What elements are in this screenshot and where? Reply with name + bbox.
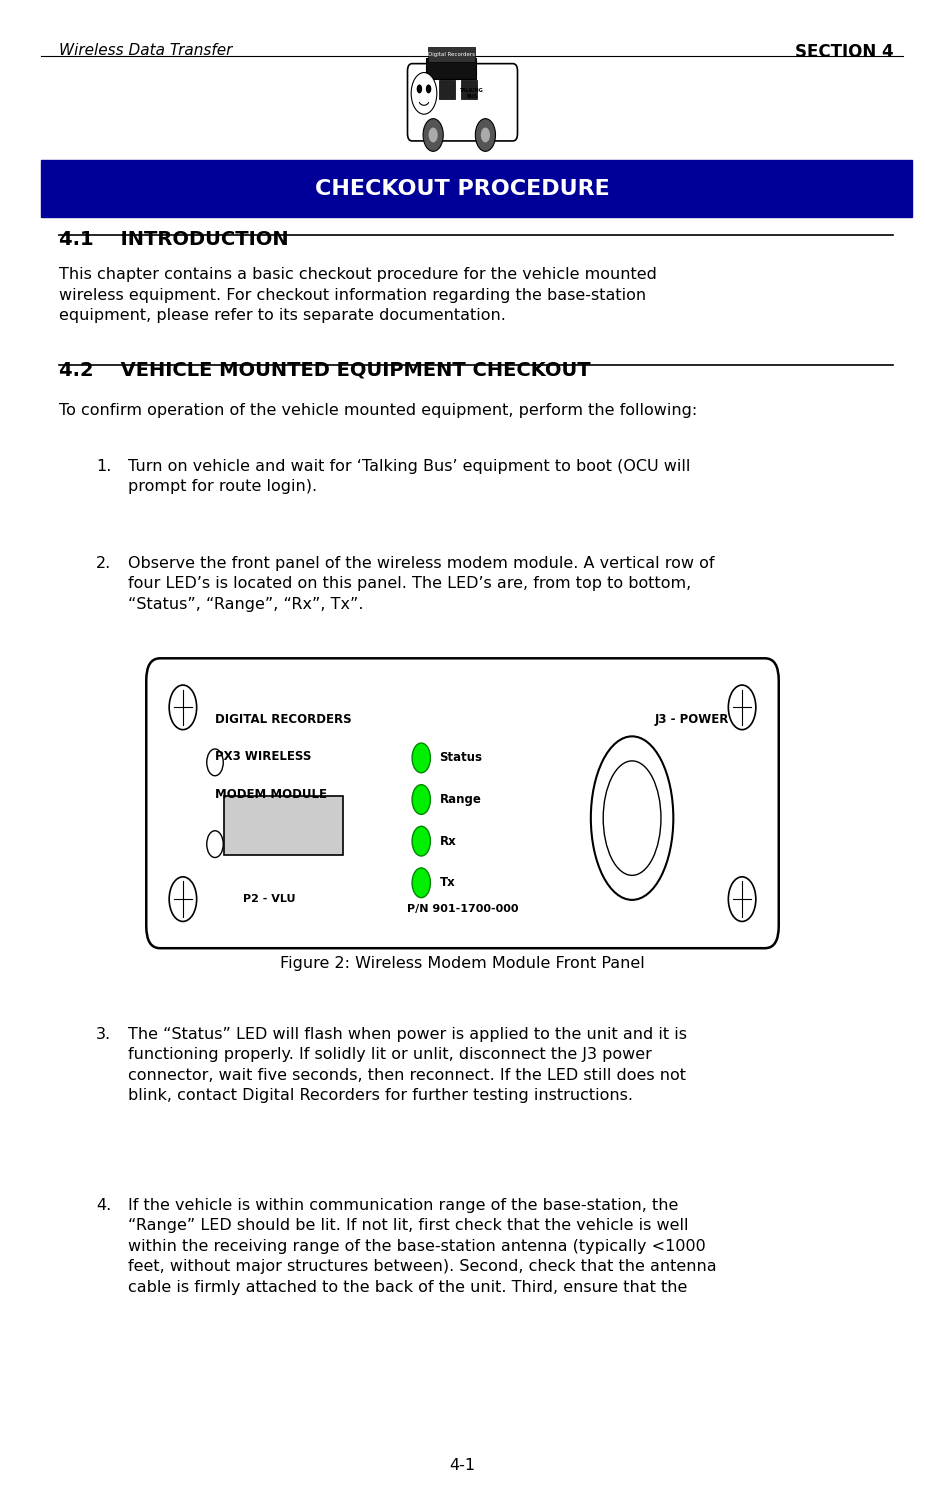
Text: Rx: Rx — [439, 834, 456, 848]
Circle shape — [412, 869, 430, 897]
Text: Status: Status — [439, 752, 483, 764]
Circle shape — [728, 878, 756, 921]
Text: Tx: Tx — [439, 876, 455, 890]
Circle shape — [207, 749, 223, 776]
Text: Figure 2: Wireless Modem Module Front Panel: Figure 2: Wireless Modem Module Front Pa… — [280, 955, 645, 970]
Text: To confirm operation of the vehicle mounted equipment, perform the following:: To confirm operation of the vehicle moun… — [59, 402, 697, 417]
Circle shape — [475, 118, 496, 151]
Text: Observe the front panel of the wireless modem module. A vertical row of
four LED: Observe the front panel of the wireless … — [128, 556, 714, 611]
Text: 1.: 1. — [96, 459, 111, 474]
Circle shape — [423, 118, 443, 151]
Text: 4.2    VEHICLE MOUNTED EQUIPMENT CHECKOUT: 4.2 VEHICLE MOUNTED EQUIPMENT CHECKOUT — [59, 360, 591, 380]
FancyBboxPatch shape — [408, 64, 517, 141]
Text: DIGITAL RECORDERS: DIGITAL RECORDERS — [215, 713, 352, 727]
Text: J3 - POWER: J3 - POWER — [655, 713, 729, 727]
Circle shape — [412, 785, 430, 815]
Text: SECTION 4: SECTION 4 — [795, 43, 894, 61]
Text: The “Status” LED will flash when power is applied to the unit and it is
function: The “Status” LED will flash when power i… — [128, 1027, 687, 1103]
Text: This chapter contains a basic checkout procedure for the vehicle mounted
wireles: This chapter contains a basic checkout p… — [59, 268, 657, 323]
Bar — [438, 81, 455, 99]
Text: P/N 901-1700-000: P/N 901-1700-000 — [407, 904, 518, 913]
Text: CHECKOUT PROCEDURE: CHECKOUT PROCEDURE — [315, 178, 610, 199]
Circle shape — [412, 73, 437, 114]
Circle shape — [481, 127, 490, 142]
Text: Digital Recorders: Digital Recorders — [428, 52, 475, 57]
FancyBboxPatch shape — [41, 160, 912, 217]
Circle shape — [416, 84, 422, 93]
Text: Turn on vehicle and wait for ‘Talking Bus’ equipment to boot (OCU will
prompt fo: Turn on vehicle and wait for ‘Talking Bu… — [128, 459, 690, 495]
Bar — [427, 48, 475, 63]
Bar — [426, 58, 476, 79]
Ellipse shape — [603, 761, 661, 876]
Circle shape — [412, 827, 430, 857]
Circle shape — [207, 831, 223, 858]
Text: MODEM MODULE: MODEM MODULE — [215, 788, 327, 801]
Circle shape — [728, 685, 756, 730]
Text: Range: Range — [439, 792, 481, 806]
Text: TALKING
BUS: TALKING BUS — [460, 88, 484, 99]
Circle shape — [412, 743, 430, 773]
Bar — [461, 81, 477, 99]
Bar — [416, 81, 433, 99]
Circle shape — [169, 878, 197, 921]
Text: 4.1    INTRODUCTION: 4.1 INTRODUCTION — [59, 230, 289, 250]
Ellipse shape — [591, 737, 673, 900]
Text: 4.: 4. — [96, 1197, 111, 1212]
Text: P2 - VLU: P2 - VLU — [242, 894, 295, 903]
Circle shape — [426, 84, 431, 93]
FancyBboxPatch shape — [146, 658, 779, 948]
Text: PX3 WIRELESS: PX3 WIRELESS — [215, 750, 312, 764]
Circle shape — [169, 685, 197, 730]
Text: If the vehicle is within communication range of the base-station, the
“Range” LE: If the vehicle is within communication r… — [128, 1197, 717, 1295]
Text: Wireless Data Transfer: Wireless Data Transfer — [59, 43, 232, 58]
Text: 4-1: 4-1 — [450, 1458, 475, 1473]
Bar — [224, 795, 343, 855]
Text: 3.: 3. — [96, 1027, 111, 1042]
Circle shape — [428, 127, 438, 142]
Text: 2.: 2. — [96, 556, 111, 571]
